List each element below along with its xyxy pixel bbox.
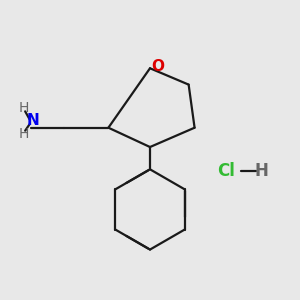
- Text: H: H: [254, 162, 268, 180]
- Text: O: O: [151, 59, 164, 74]
- Text: Cl: Cl: [217, 162, 235, 180]
- Text: H: H: [19, 101, 29, 116]
- Text: N: N: [26, 113, 39, 128]
- Text: H: H: [19, 127, 29, 141]
